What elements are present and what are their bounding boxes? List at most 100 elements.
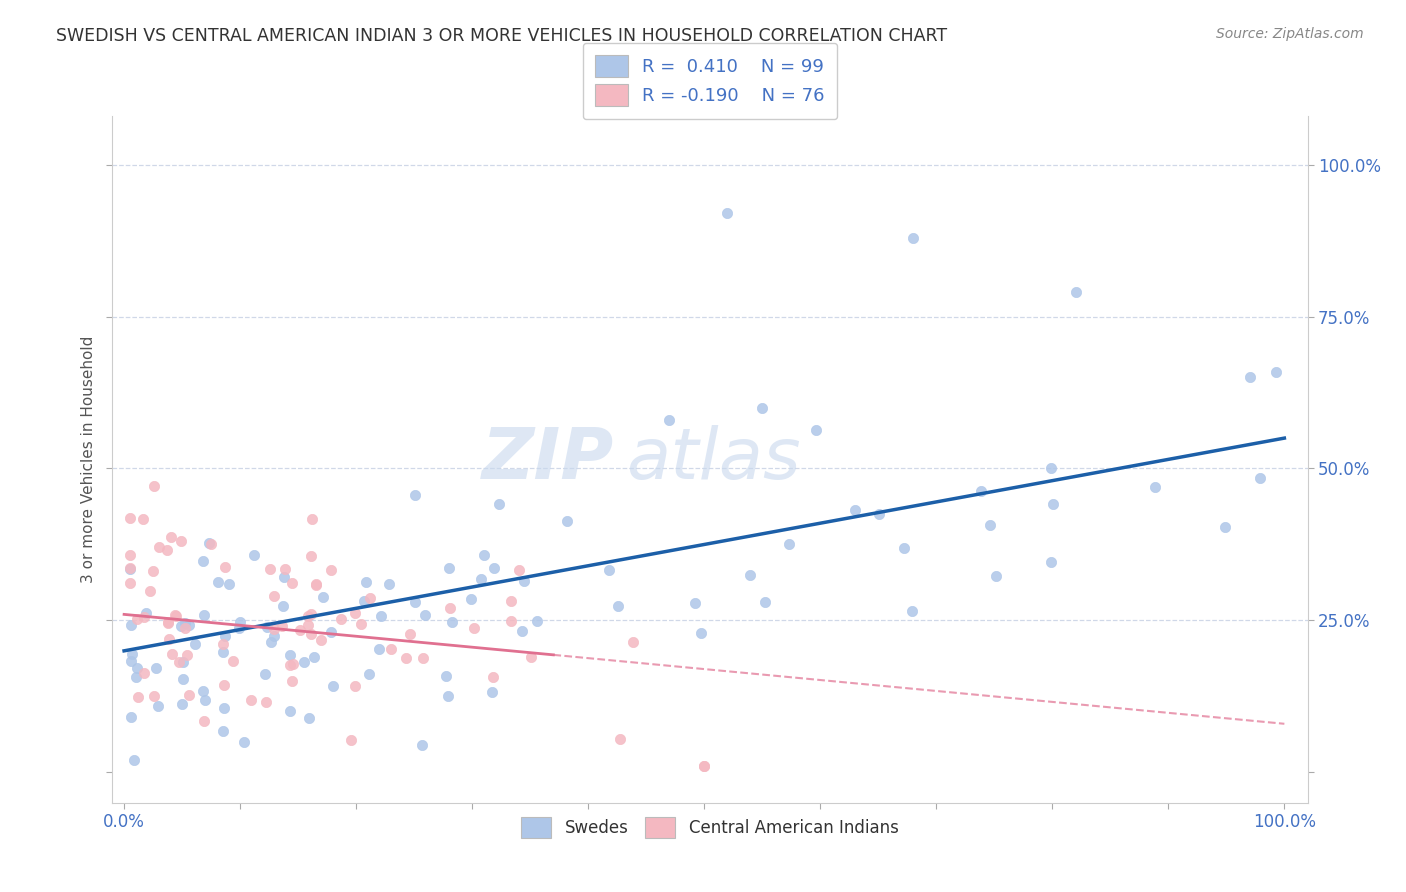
Point: [434, 668, 457, 682]
Point: [359, 591, 381, 605]
Point: [329, 611, 352, 625]
Point: [606, 599, 628, 613]
Point: [214, 630, 236, 644]
Point: [127, 690, 149, 704]
Point: [299, 549, 322, 564]
Point: [160, 530, 183, 544]
Point: [415, 608, 437, 623]
Point: [508, 563, 530, 577]
Point: [177, 618, 200, 632]
Point: [484, 560, 506, 574]
Point: [411, 739, 433, 753]
Point: [716, 206, 738, 220]
Point: [370, 608, 392, 623]
Point: [368, 641, 391, 656]
Point: [212, 678, 235, 692]
Point: [118, 548, 141, 562]
Point: [526, 614, 548, 628]
Point: [380, 641, 402, 656]
Point: [233, 735, 256, 749]
Point: [292, 655, 315, 669]
Point: [868, 507, 890, 521]
Point: [359, 667, 381, 681]
Text: atlas: atlas: [627, 425, 801, 494]
Point: [354, 574, 377, 589]
Point: [754, 594, 776, 608]
Text: Source: ZipAtlas.com: Source: ZipAtlas.com: [1216, 27, 1364, 41]
Point: [460, 592, 482, 607]
Point: [901, 604, 924, 618]
Point: [893, 541, 915, 555]
Point: [305, 577, 328, 591]
Point: [278, 657, 301, 672]
Point: [259, 635, 281, 649]
Point: [621, 635, 644, 649]
Point: [222, 654, 245, 668]
Point: [1064, 285, 1087, 300]
Point: [263, 589, 285, 603]
Point: [163, 608, 186, 623]
Point: [299, 627, 322, 641]
Point: [124, 670, 146, 684]
Point: [1143, 480, 1166, 494]
Point: [658, 413, 681, 427]
Point: [340, 733, 363, 747]
Point: [281, 576, 304, 591]
Point: [481, 684, 503, 698]
Point: [1039, 460, 1062, 475]
Point: [191, 554, 214, 568]
Point: [404, 488, 426, 502]
Point: [197, 536, 219, 550]
Point: [271, 599, 294, 613]
Point: [689, 626, 711, 640]
Point: [211, 637, 233, 651]
Point: [134, 609, 156, 624]
Point: [740, 568, 762, 582]
Point: [311, 633, 333, 648]
Point: [301, 512, 323, 526]
Point: [297, 608, 319, 623]
Point: [399, 626, 422, 640]
Point: [501, 614, 523, 628]
Point: [270, 618, 292, 632]
Point: [193, 714, 215, 729]
Point: [1039, 555, 1062, 569]
Point: [146, 699, 169, 714]
Point: [157, 615, 180, 630]
Point: [437, 689, 460, 703]
Point: [322, 679, 344, 693]
Point: [751, 401, 773, 415]
Y-axis label: 3 or more Vehicles in Household: 3 or more Vehicles in Household: [80, 335, 96, 583]
Point: [118, 561, 141, 575]
Point: [240, 693, 263, 707]
Point: [172, 655, 194, 669]
Point: [488, 496, 510, 510]
Legend: Swedes, Central American Indians: Swedes, Central American Indians: [513, 809, 907, 846]
Point: [131, 512, 153, 526]
Point: [278, 648, 301, 662]
Point: [179, 688, 201, 702]
Point: [120, 710, 142, 724]
Point: [319, 624, 342, 639]
Point: [157, 615, 180, 629]
Text: SWEDISH VS CENTRAL AMERICAN INDIAN 3 OR MORE VEHICLES IN HOUSEHOLD CORRELATION C: SWEDISH VS CENTRAL AMERICAN INDIAN 3 OR …: [56, 27, 948, 45]
Point: [229, 615, 252, 629]
Point: [174, 621, 197, 635]
Point: [288, 623, 311, 637]
Point: [184, 637, 207, 651]
Point: [160, 647, 183, 661]
Point: [120, 575, 142, 590]
Point: [693, 759, 716, 773]
Point: [170, 619, 193, 633]
Point: [228, 621, 250, 635]
Point: [143, 689, 166, 703]
Point: [273, 570, 295, 584]
Point: [165, 609, 187, 624]
Point: [685, 596, 707, 610]
Point: [499, 594, 522, 608]
Point: [1265, 365, 1288, 379]
Point: [343, 606, 366, 620]
Point: [378, 577, 401, 591]
Point: [211, 723, 233, 738]
Point: [145, 661, 167, 675]
